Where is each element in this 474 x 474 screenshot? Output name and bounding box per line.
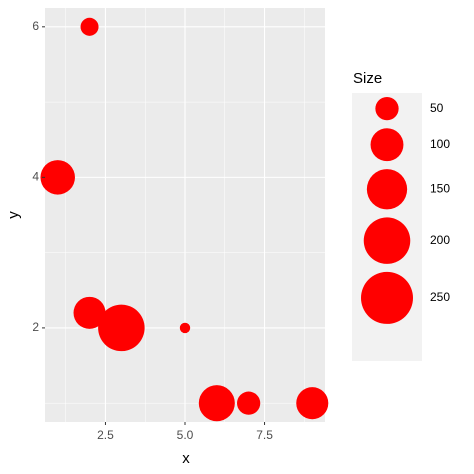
bubble (237, 391, 261, 415)
y-tick-label: 4 (32, 170, 39, 184)
legend-key (370, 128, 404, 162)
x-tick-label: 2.5 (97, 428, 114, 442)
bubble (98, 304, 145, 352)
legend-key (361, 271, 413, 324)
legend-label: 100 (430, 137, 450, 151)
bubble (40, 160, 75, 195)
legend-label: 200 (430, 233, 450, 247)
legend-key (375, 97, 399, 121)
y-axis-title: y (5, 211, 22, 219)
bubble (73, 296, 106, 329)
legend-label: 150 (430, 181, 450, 195)
legend-key (366, 169, 408, 210)
y-tick-label: 6 (32, 19, 39, 33)
x-axis-title: x (182, 450, 190, 467)
bubble (179, 322, 191, 334)
legend-key (363, 217, 411, 264)
legend-label: 250 (430, 290, 450, 304)
x-tick-label: 7.5 (256, 428, 273, 442)
legend-label: 50 (430, 101, 444, 115)
bubble (198, 385, 235, 422)
x-tick-label: 5.0 (177, 428, 194, 442)
bubble (80, 17, 99, 36)
y-tick-label: 2 (32, 320, 39, 334)
legend-title: Size (353, 70, 382, 87)
bubble (296, 387, 329, 420)
